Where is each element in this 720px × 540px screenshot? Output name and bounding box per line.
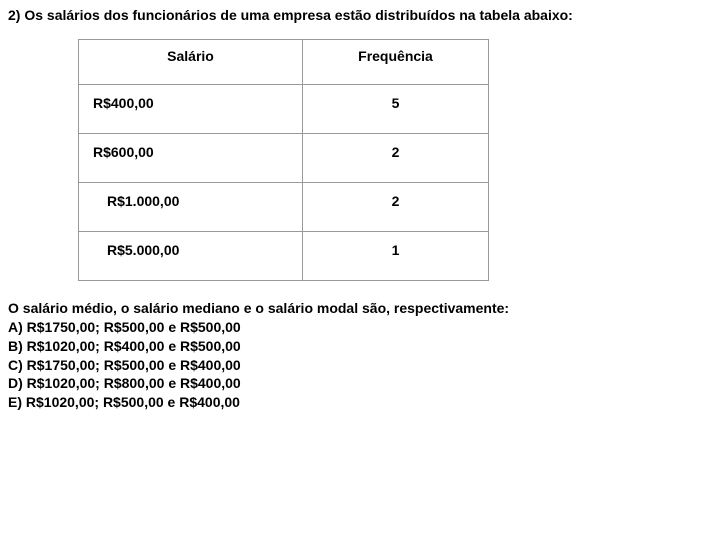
table-row: R$5.000,00 1 <box>79 231 489 280</box>
cell-freq: 5 <box>303 84 489 133</box>
option-a: A) R$1750,00; R$500,00 e R$500,00 <box>8 318 712 337</box>
followup-text: O salário médio, o salário mediano e o s… <box>8 299 712 318</box>
option-e: E) R$1020,00; R$500,00 e R$400,00 <box>8 393 712 412</box>
table-row: R$1.000,00 2 <box>79 182 489 231</box>
option-b: B) R$1020,00; R$400,00 e R$500,00 <box>8 337 712 356</box>
option-c: C) R$1750,00; R$500,00 e R$400,00 <box>8 356 712 375</box>
salary-table: Salário Frequência R$400,00 5 R$600,00 2… <box>78 39 489 281</box>
table-header-row: Salário Frequência <box>79 39 489 84</box>
col-header-salary: Salário <box>79 39 303 84</box>
cell-salary: R$400,00 <box>79 84 303 133</box>
cell-salary: R$5.000,00 <box>79 231 303 280</box>
cell-freq: 2 <box>303 133 489 182</box>
cell-salary: R$600,00 <box>79 133 303 182</box>
option-d: D) R$1020,00; R$800,00 e R$400,00 <box>8 374 712 393</box>
col-header-freq: Frequência <box>303 39 489 84</box>
cell-freq: 1 <box>303 231 489 280</box>
question-text: 2) Os salários dos funcionários de uma e… <box>8 6 712 25</box>
cell-freq: 2 <box>303 182 489 231</box>
table-row: R$600,00 2 <box>79 133 489 182</box>
table-row: R$400,00 5 <box>79 84 489 133</box>
options-list: A) R$1750,00; R$500,00 e R$500,00 B) R$1… <box>8 318 712 412</box>
cell-salary: R$1.000,00 <box>79 182 303 231</box>
